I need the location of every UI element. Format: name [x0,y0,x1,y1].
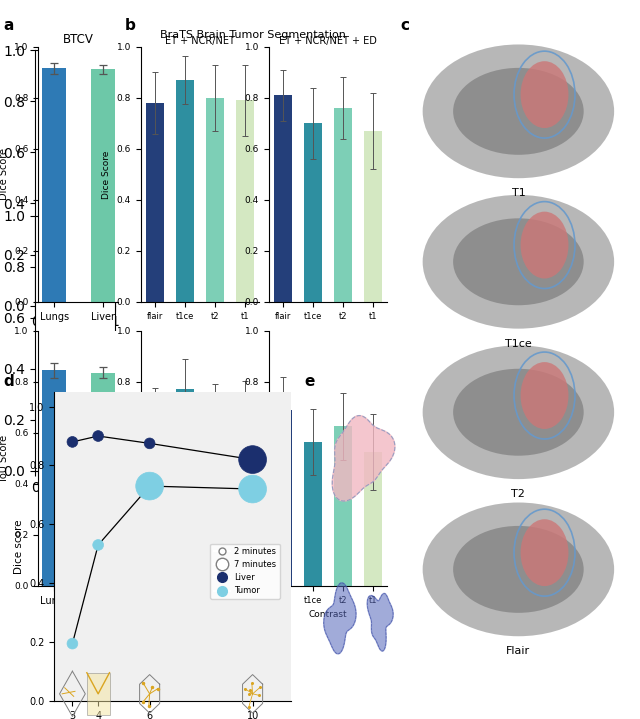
Bar [90,373,115,586]
Title: BTCV: BTCV [63,32,94,45]
Point [93,430,103,441]
Bar [176,390,194,586]
Point [67,436,77,448]
Text: Flair: Flair [506,646,531,656]
Polygon shape [367,593,393,651]
Text: d: d [3,374,14,389]
Y-axis label: Dice Score: Dice Score [0,148,9,201]
Ellipse shape [422,345,614,479]
Ellipse shape [520,211,568,278]
Y-axis label: Dice score: Dice score [13,519,24,574]
Point [248,454,258,465]
Title: ET + NCR/NET + ED: ET + NCR/NET + ED [279,36,377,46]
Ellipse shape [520,519,568,586]
Title: ET + NCR/NET: ET + NCR/NET [165,36,235,46]
Bar [206,98,224,302]
Bar [274,95,292,302]
Text: c: c [400,18,409,33]
Text: a: a [3,18,13,33]
Y-axis label: Dice Score: Dice Score [102,150,111,198]
Bar [176,80,194,302]
Bar [206,420,224,586]
Ellipse shape [453,219,584,306]
X-axis label: Contrast: Contrast [308,610,348,619]
Text: e: e [304,374,314,389]
Y-axis label: IoU Score: IoU Score [102,437,111,480]
Bar [364,131,382,302]
Bar [42,68,67,302]
Text: T1: T1 [511,188,525,198]
Text: T1ce: T1ce [505,339,532,349]
X-axis label: Contrast: Contrast [180,610,220,619]
Ellipse shape [520,61,568,128]
Point [248,483,258,495]
Bar [42,370,67,586]
Bar [304,124,322,302]
Bar [236,101,254,302]
Point [93,539,103,551]
Bar [236,418,254,586]
Bar [86,673,109,715]
Ellipse shape [453,369,584,456]
Point [145,480,155,492]
Point [67,638,77,649]
Ellipse shape [520,362,568,429]
Ellipse shape [422,45,614,178]
Legend: 2 minutes, 7 minutes, Liver, Tumor: 2 minutes, 7 minutes, Liver, Tumor [211,544,280,599]
Bar [304,441,322,586]
Text: BraTS Brain Tumor Segmentation: BraTS Brain Tumor Segmentation [160,30,346,40]
Polygon shape [332,416,395,501]
Bar [334,108,352,302]
Ellipse shape [422,195,614,329]
Point [145,438,155,449]
Text: b: b [125,18,136,33]
Bar [90,69,115,302]
Bar [146,421,164,586]
Bar [364,452,382,586]
Ellipse shape [453,68,584,155]
Ellipse shape [453,526,584,613]
Text: T2: T2 [511,489,525,499]
Bar [274,410,292,586]
Polygon shape [324,583,356,654]
Ellipse shape [422,503,614,636]
Bar [146,103,164,302]
Bar [334,426,352,586]
Y-axis label: IoU Score: IoU Score [0,435,9,482]
